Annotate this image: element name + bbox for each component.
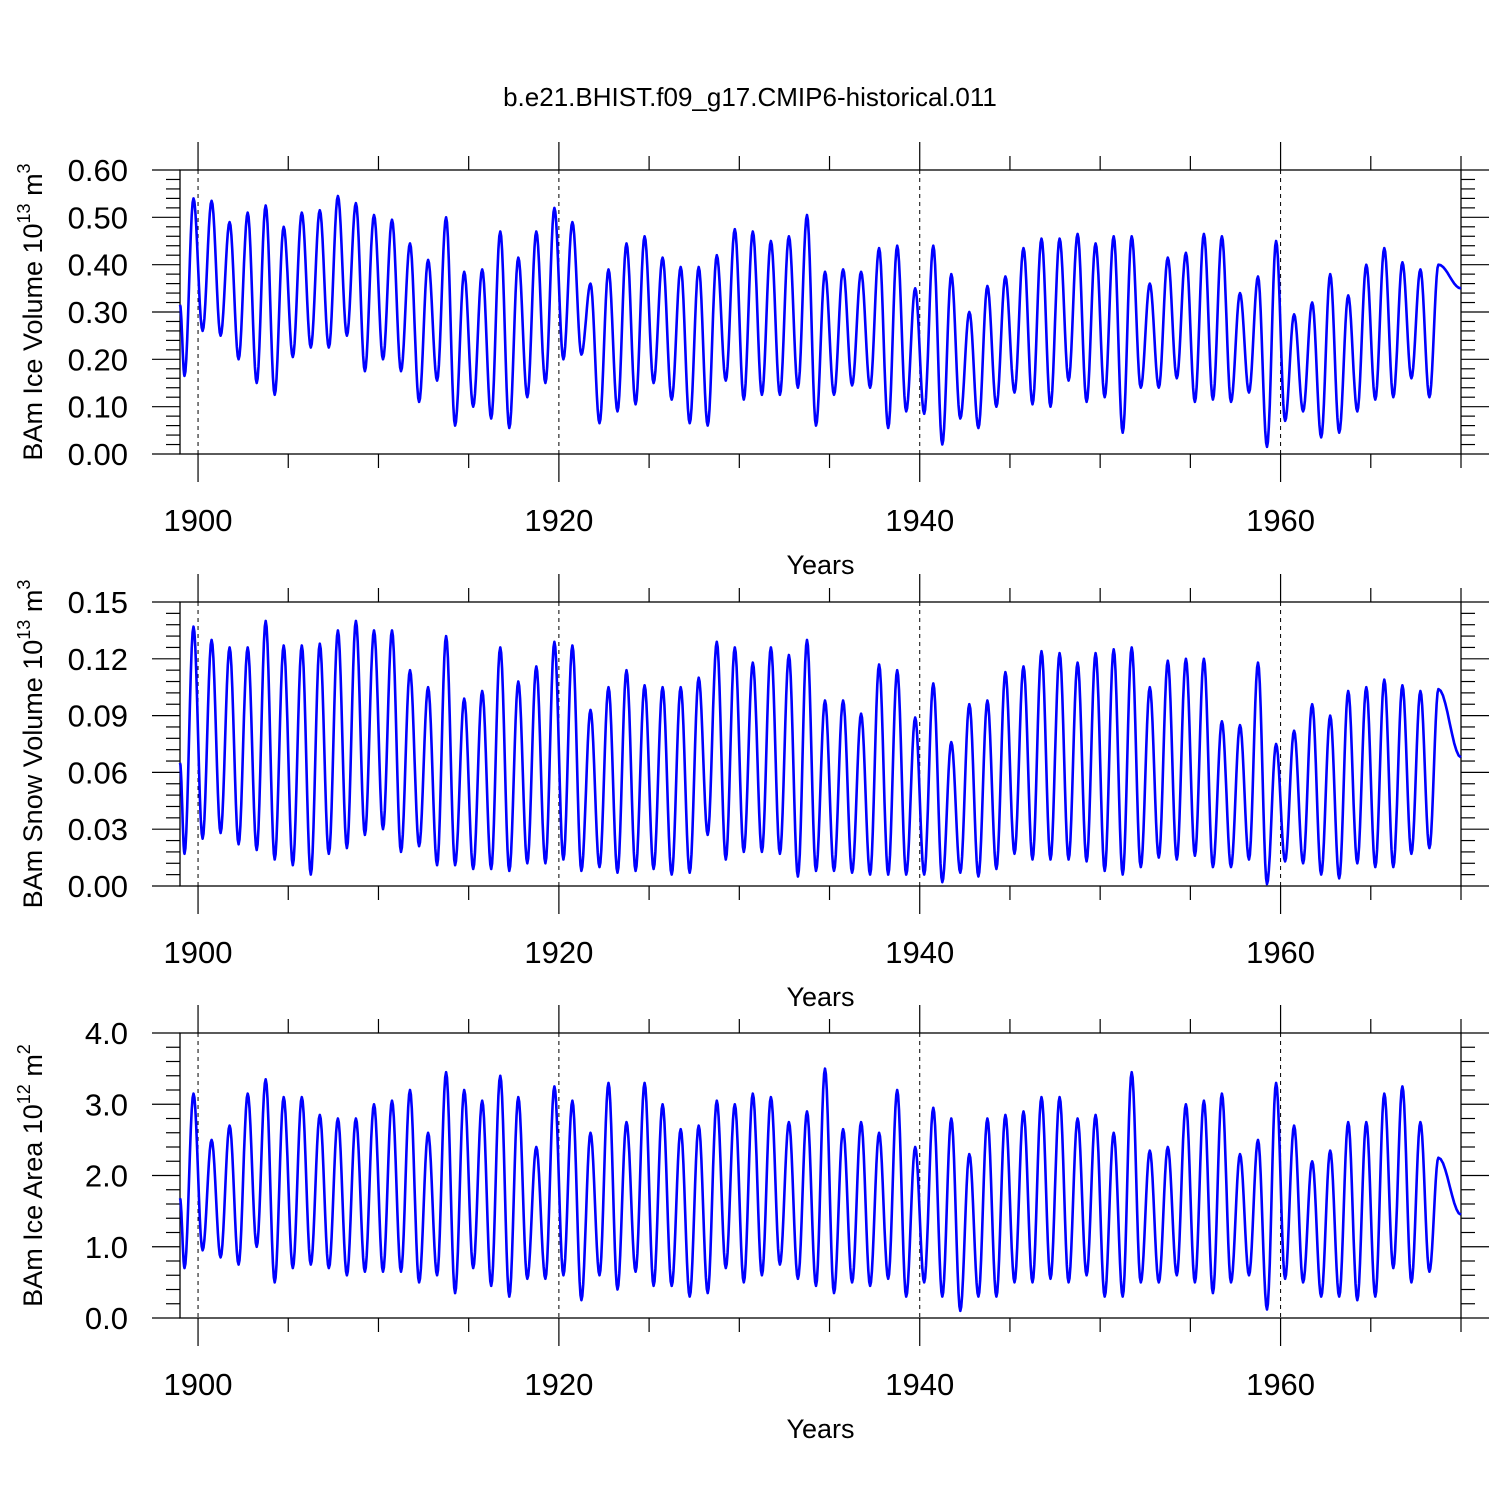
x-tick-label: 1900 (164, 935, 233, 970)
bam-ice-area-line (178, 1067, 1462, 1313)
ice-volume-panel: 0.00 0.10 0.20 0.30 0.40 0.50 0.60 1900 1920 1940… (14, 142, 1489, 580)
y-tick-label: 2.0 (85, 1159, 128, 1194)
plot-frame (179, 1032, 1462, 1319)
x-tick-label: 1940 (885, 1367, 954, 1402)
ice-area-panel: 0.0 1.0 2.0 3.0 4.0 1900 1920 1940 1960 Years BAm … (14, 1005, 1489, 1444)
bam-ice-volume-line (178, 194, 1462, 449)
y-tick-label: 1.0 (85, 1230, 128, 1265)
x-axis-label: Years (786, 550, 854, 580)
x-tick-label: 1920 (524, 935, 593, 970)
y-axis-label: BAm Ice Volume 1013 m3 (14, 163, 48, 460)
y-tick-label: 0.60 (68, 153, 128, 188)
y-tick-label: 0.03 (68, 812, 128, 847)
snow-volume-panel: 0.00 0.03 0.06 0.09 0.12 0.15 1900 1920 1940 1960… (14, 574, 1489, 1012)
x-axis-label: Years (786, 982, 854, 1012)
x-tick-label: 1940 (885, 935, 954, 970)
y-tick-label: 0.20 (68, 342, 128, 377)
x-tick-label: 1960 (1246, 935, 1315, 970)
y-tick-label: 0.00 (68, 869, 128, 904)
y-tick-label: 0.30 (68, 295, 128, 330)
y-tick-label: 0.00 (68, 437, 128, 472)
y-tick-label: 0.0 (85, 1301, 128, 1336)
y-tick-label: 3.0 (85, 1087, 128, 1122)
y-tick-label: 0.12 (68, 642, 128, 677)
y-tick-label: 0.10 (68, 390, 128, 425)
y-tick-label: 0.09 (68, 699, 128, 734)
x-tick-label: 1920 (524, 1367, 593, 1402)
figure-title: b.e21.BHIST.f09_g17.CMIP6-historical.011 (503, 82, 997, 112)
plot-frame (179, 601, 1462, 887)
x-axis-label: Years (786, 1414, 854, 1444)
x-tick-label: 1920 (524, 503, 593, 538)
y-axis-label: BAm Snow Volume 1013 m3 (14, 580, 48, 909)
y-tick-label: 0.06 (68, 755, 128, 790)
y-axis-label: BAm Ice Area 1012 m2 (14, 1044, 48, 1307)
y-tick-label: 4.0 (85, 1016, 128, 1051)
y-tick-label: 0.15 (68, 585, 128, 620)
y-tick-label: 0.50 (68, 200, 128, 235)
x-tick-label: 1960 (1246, 1367, 1315, 1402)
x-tick-label: 1900 (164, 503, 233, 538)
x-tick-label: 1940 (885, 503, 954, 538)
bam-snow-volume-line (178, 619, 1462, 886)
x-tick-label: 1900 (164, 1367, 233, 1402)
x-tick-label: 1960 (1246, 503, 1315, 538)
y-tick-label: 0.40 (68, 248, 128, 283)
